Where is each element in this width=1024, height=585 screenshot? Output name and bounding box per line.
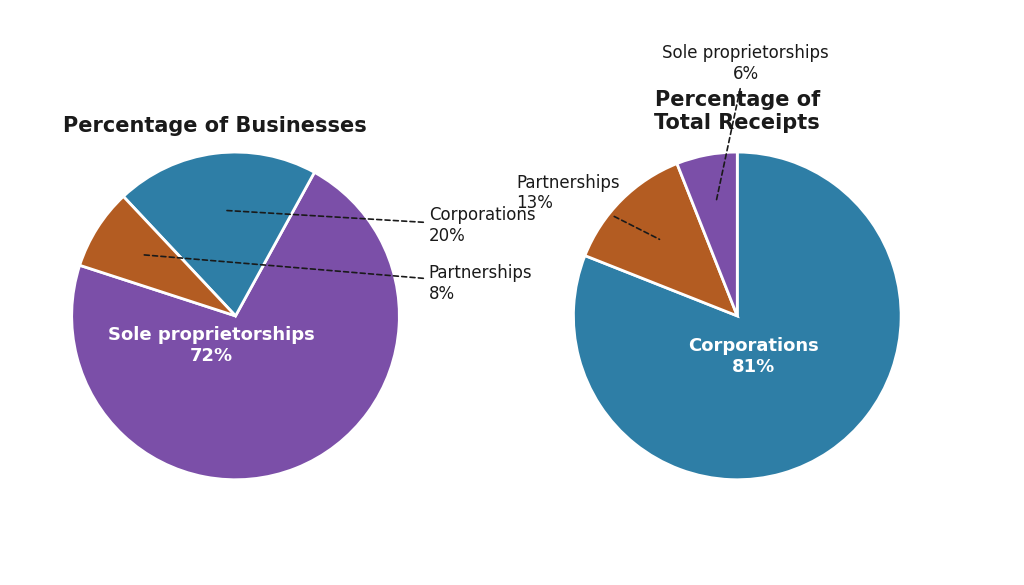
Text: Sole proprietorships
6%: Sole proprietorships 6% <box>663 44 828 201</box>
Text: Percentage of Businesses: Percentage of Businesses <box>63 116 368 136</box>
Text: Sole proprietorships
72%: Sole proprietorships 72% <box>108 326 314 365</box>
Wedge shape <box>585 164 737 316</box>
Text: Corporations
81%: Corporations 81% <box>688 338 819 376</box>
Text: Percentage of
Total Receipts: Percentage of Total Receipts <box>654 90 820 133</box>
Wedge shape <box>573 152 901 480</box>
Text: Partnerships
8%: Partnerships 8% <box>141 254 532 302</box>
Wedge shape <box>72 173 399 480</box>
Wedge shape <box>80 197 236 316</box>
Text: Partnerships
13%: Partnerships 13% <box>516 174 659 239</box>
Wedge shape <box>677 152 737 316</box>
Wedge shape <box>123 152 314 316</box>
Text: Corporations
20%: Corporations 20% <box>225 207 536 245</box>
